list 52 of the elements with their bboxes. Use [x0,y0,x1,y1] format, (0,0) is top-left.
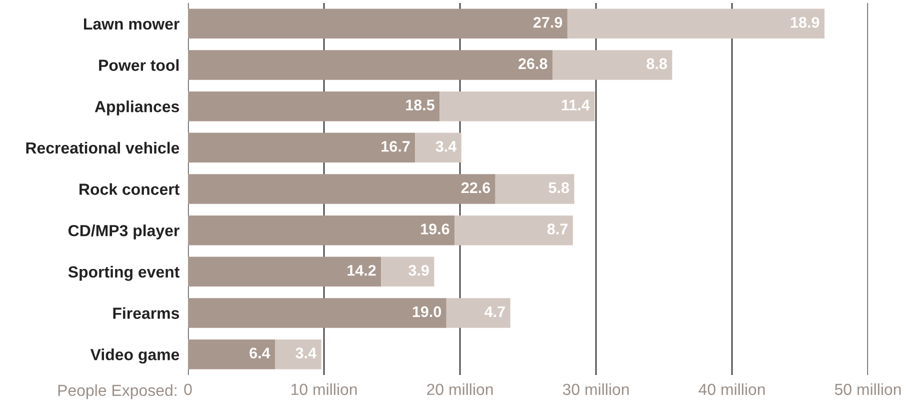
y-tick-label: Appliances [94,100,180,116]
text: 18.9 [790,16,820,28]
bar [188,174,496,204]
text: 3.9 [408,264,429,276]
bar [495,174,574,204]
y-tick-label: Sporting event [68,266,180,281]
y-tick-label: Lawn mower [84,18,180,30]
bar [446,298,510,328]
y-tick-label: Rock concert [80,183,180,195]
bar [567,8,824,39]
text: 14.2 [348,264,376,276]
text: 8.7 [547,224,568,234]
text: 8.8 [646,58,667,70]
text: 11.4 [562,100,590,110]
text: 3.4 [296,348,316,358]
text: 16.7 [382,140,410,152]
text: 18.5 [406,100,434,110]
text: 19.6 [421,224,450,234]
bar [188,256,382,287]
x-tick-label: 0 [184,384,192,396]
text: 27.9 [533,16,562,28]
x-tick-label: 10 million [291,383,357,396]
x-tick-label: 20 million [427,383,493,396]
bar [188,215,455,246]
text: 6.4 [250,348,270,358]
x-tick-label: 30 million [562,383,629,396]
text: 5.8 [548,182,570,194]
text: 4.7 [484,306,505,317]
bar [454,215,573,246]
text: 19.0 [412,306,442,318]
y-tick-label: CD/MP3 player [68,224,180,240]
text: 3.4 [436,140,457,152]
bar [188,50,552,80]
text: 26.8 [518,58,548,70]
bar [552,50,672,80]
bar [188,339,276,370]
bar [415,132,462,163]
bar [188,91,440,122]
x-tick-label: 50 million [834,383,901,396]
bar [381,256,434,287]
bar [188,8,568,39]
bar [440,91,595,122]
bar [188,298,446,328]
y-tick-label: Power tool [99,59,179,71]
bar [275,339,322,370]
bar [188,132,416,163]
text: 22.6 [461,182,490,194]
y-tick-label: Video game [90,348,180,364]
x-tick-label: 40 million [698,383,765,396]
y-tick-label: Firearms [113,307,180,319]
y-tick-label: Recreational vehicle [26,142,180,154]
x-axis-title: People Exposed: [58,384,176,400]
